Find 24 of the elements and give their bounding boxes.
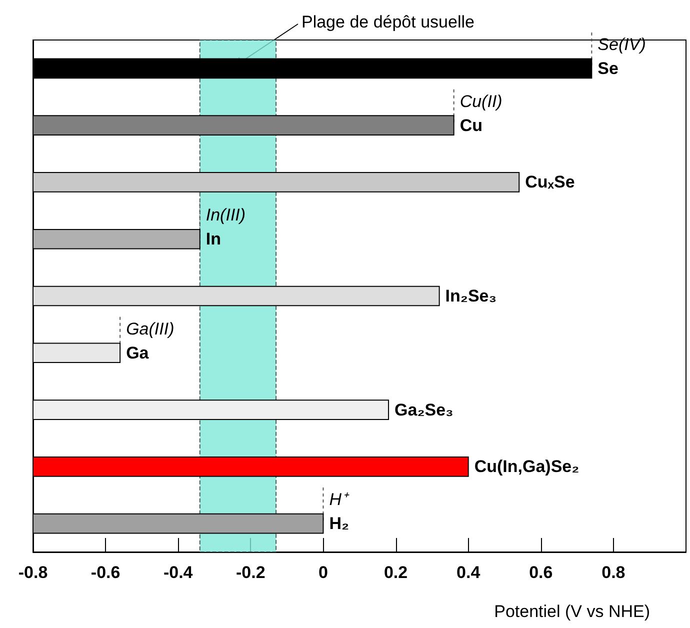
annotation: Cu(II) [460,92,502,111]
y-tick-label: Se [598,58,618,78]
y-tick-label: Ga₂Se₃ [394,400,454,420]
x-tick-label: 0.2 [384,563,408,582]
x-tick-label: 0.6 [529,563,553,582]
x-tick-label: 0 [318,563,328,582]
annotation: H⁺ [329,490,350,510]
x-tick-label: 0.8 [602,563,626,582]
annotation: In(III) [206,206,246,225]
x-axis-title: Potentiel (V vs NHE) [494,602,650,621]
x-tick-label: -0.8 [18,563,48,582]
x-tick-label: -0.4 [163,563,194,582]
y-tick-label: In₂Se₃ [445,286,497,306]
annotation: Ga(III) [126,319,174,338]
y-tick-label: Cu(In,Ga)Se₂ [474,457,580,476]
y-tick-label: Ga [126,343,150,362]
x-tick-label: 0.4 [456,563,481,582]
band-label: Plage de dépôt usuelle [301,12,474,32]
x-tick-label: -0.2 [236,563,266,582]
y-tick-label: H₂ [329,514,350,534]
y-tick-label: Cu [460,116,482,135]
x-tick-label: -0.6 [90,563,120,582]
y-tick-label: CuₓSe [525,172,575,192]
y-tick-label: In [206,230,221,249]
